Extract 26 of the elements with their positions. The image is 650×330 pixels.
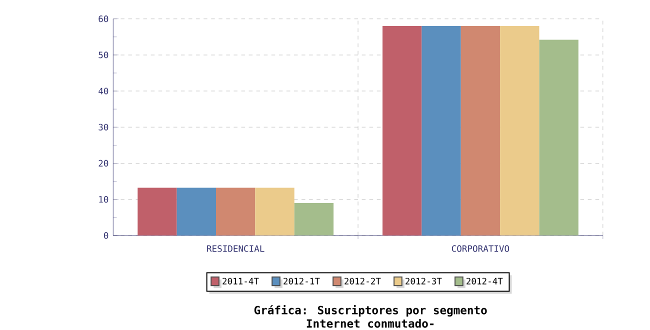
bar [539,40,578,236]
legend-label: 2011-4T [222,278,259,285]
y-tick-label: 30 [98,124,108,131]
y-tick-label: 50 [98,52,108,58]
text: Internet conmutado- [306,319,434,328]
bar [294,203,334,236]
y-tick-label: 60 [98,16,108,22]
x-tick-label: CORPORATIVO [452,245,510,252]
legend-label: 2012-4T [466,278,503,285]
y-tick-label: 0 [104,232,108,239]
y-tick-label: 40 [98,88,108,95]
legend-label: 2012-2T [344,278,381,285]
y-tick-label: 10 [99,196,108,203]
bar [176,188,216,236]
bar [500,26,540,236]
legend-label: 2012-3T [406,278,442,285]
bar [255,188,294,236]
bar [460,26,500,236]
text: Gráfica: Suscriptores por segmento [254,305,487,317]
legend-label: 2012-1T [284,278,320,285]
y-tick-label: 20 [98,160,108,167]
bar [216,188,256,236]
bar [382,26,422,236]
bar [138,188,177,236]
x-tick-label: RESIDENCIAL [207,245,264,252]
bar [422,26,461,236]
